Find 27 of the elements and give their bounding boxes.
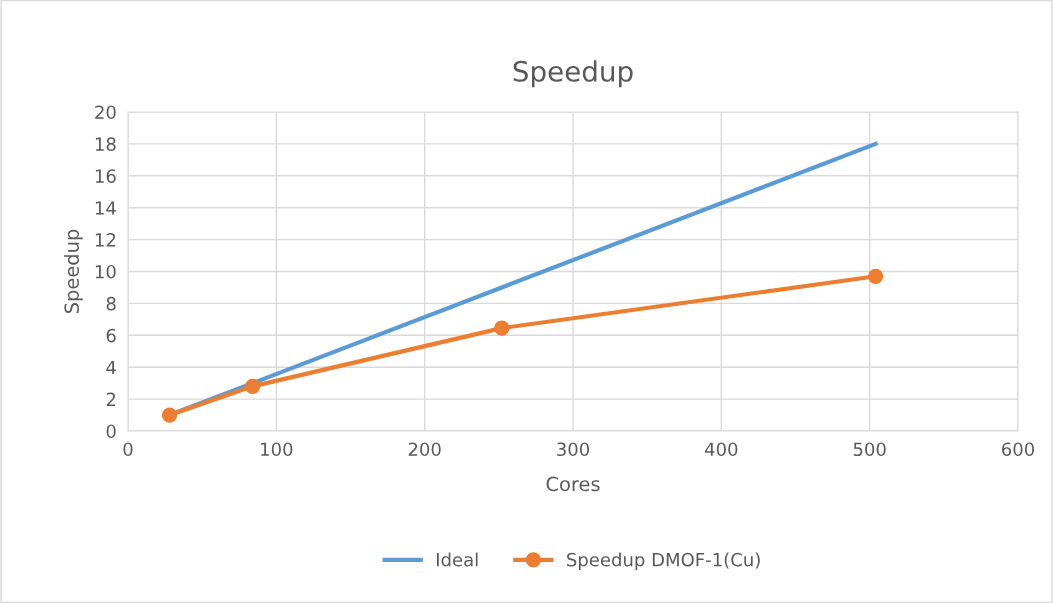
y-tick-label: 16 xyxy=(95,169,116,183)
legend-label: Ideal xyxy=(436,552,478,567)
x-tick-label: 100 xyxy=(261,442,293,457)
y-tick-label: 2 xyxy=(106,392,116,406)
x-axis-title: Cores xyxy=(546,476,600,492)
x-tick-label: 600 xyxy=(1002,442,1035,457)
point xyxy=(867,268,884,284)
x-tick-label: 200 xyxy=(408,442,441,457)
chart-title: Speedup xyxy=(513,60,633,88)
y-tick-label: 18 xyxy=(95,137,116,152)
y-tick-label: 12 xyxy=(95,233,116,247)
x-tick-label: 400 xyxy=(704,442,738,457)
y-tick-label: 6 xyxy=(106,328,116,343)
legend-label: Speedup DMOF-1(Cu) xyxy=(567,552,760,570)
point xyxy=(161,407,178,423)
point xyxy=(244,378,261,394)
y-tick-label: 0 xyxy=(106,424,116,439)
y-tick-label: 8 xyxy=(106,296,116,311)
point xyxy=(494,320,510,336)
y-tick-label: 10 xyxy=(95,264,116,279)
x-tick-label: 0 xyxy=(123,442,133,457)
y-tick-label: 14 xyxy=(95,201,116,215)
x-tick-label: 500 xyxy=(853,442,886,457)
y-tick-label: 20 xyxy=(95,105,116,120)
y-axis-title: Speedup xyxy=(63,229,83,314)
x-tick-label: 300 xyxy=(557,442,590,457)
y-tick-label: 4 xyxy=(106,360,116,375)
